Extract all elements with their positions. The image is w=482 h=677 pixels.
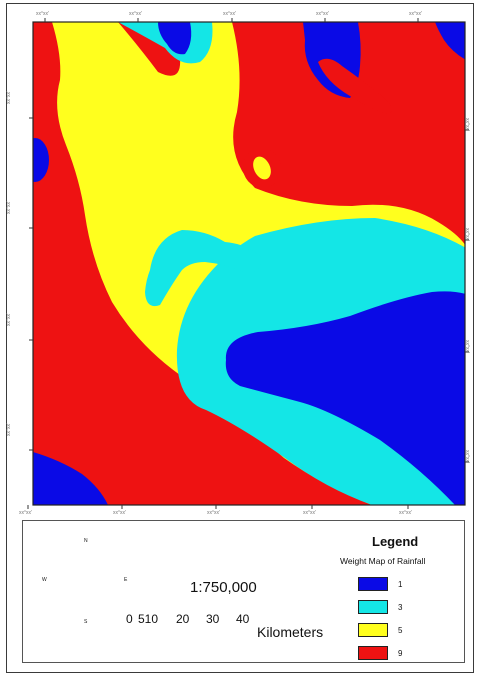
scale-number: 510 [138,612,159,626]
legend-swatch-class-3 [358,600,388,614]
top-tick-label: xx°xx' [316,11,329,17]
bottom-tick-label: xx°xx' [19,510,32,516]
region-class-5-dot [253,156,271,180]
region-class-1-bottom-left [33,452,108,505]
right-tick-label: xx°xx' [464,228,470,241]
legend-label: 1 [398,580,403,589]
scale-number: 20 [176,612,190,626]
left-tick-label: xx°xx' [6,201,12,214]
compass-north-label: N [84,538,88,544]
right-tick-label: xx°xx' [464,450,470,463]
region-class-9-island [318,58,392,114]
right-ticks [465,129,469,463]
legend-label: 5 [398,626,403,635]
region-class-3-hook [145,230,262,307]
top-tick-label: xx°xx' [223,11,236,17]
right-tick-label: xx°xx' [464,118,470,131]
left-ticks [29,117,33,451]
scale-number: 30 [206,612,220,626]
left-tick-label: xx°xx' [6,423,12,436]
scale-number: 0 [126,612,133,626]
bottom-tick-label: xx°xx' [113,510,126,516]
bottom-tick-label: xx°xx' [207,510,220,516]
left-tick-label: xx°xx' [6,91,12,104]
map-border [32,21,466,506]
compass-west-label: W [42,577,47,583]
region-class-1-top [158,22,192,55]
top-tick-label: xx°xx' [409,11,422,17]
bottom-tick-label: xx°xx' [303,510,316,516]
top-ticks [44,18,419,22]
legend-swatch-class-5 [358,623,388,637]
region-class-1-left-edge [33,138,49,182]
left-tick-label: xx°xx' [6,313,12,326]
scale-units: Kilometers [257,624,324,640]
right-tick-label: xx°xx' [464,340,470,353]
legend-swatch-class-1 [358,577,388,591]
scale-ratio: 1:750,000 [190,579,257,596]
legend-title: Legend [372,534,419,549]
top-tick-label: xx°xx' [129,11,142,17]
legend-label: 9 [398,649,403,658]
scale-number: 40 [236,612,250,626]
bottom-ticks [27,505,409,509]
compass-east-label: E [124,577,128,583]
legend-panel [22,520,465,663]
legend-swatch-class-9 [358,646,388,660]
bottom-tick-label: xx°xx' [399,510,412,516]
compass-south-label: S [84,619,88,625]
region-class-1-top-right-corner [435,22,465,60]
region-class-1-lower [225,291,465,505]
legend-label: 3 [398,603,403,612]
top-tick-label: xx°xx' [36,11,49,17]
legend-subtitle: Weight Map of Rainfall [340,556,426,566]
